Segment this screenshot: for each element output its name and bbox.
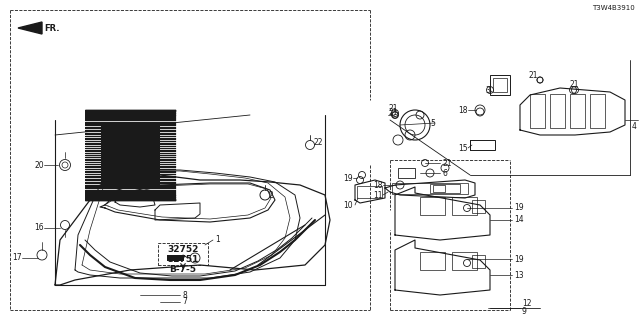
Polygon shape xyxy=(18,22,42,34)
Text: 21: 21 xyxy=(388,108,397,116)
Text: 19: 19 xyxy=(514,204,524,212)
Text: 2: 2 xyxy=(268,190,273,199)
Text: 1: 1 xyxy=(215,236,220,244)
Text: 16: 16 xyxy=(35,223,44,233)
Text: 5: 5 xyxy=(430,118,435,127)
Text: 15: 15 xyxy=(458,143,468,153)
Text: 21: 21 xyxy=(570,79,579,89)
Text: 13: 13 xyxy=(514,270,524,279)
Text: 17: 17 xyxy=(12,253,22,262)
Text: 21: 21 xyxy=(388,103,397,113)
Text: 19: 19 xyxy=(344,173,353,182)
Text: 10: 10 xyxy=(344,201,353,210)
Text: B-7-5: B-7-5 xyxy=(170,266,196,275)
Text: 32752: 32752 xyxy=(167,245,198,254)
Text: T3W4B3910: T3W4B3910 xyxy=(592,5,635,11)
Text: 21: 21 xyxy=(442,158,451,167)
Text: 18: 18 xyxy=(374,180,383,189)
Text: 32751: 32751 xyxy=(167,255,198,265)
Text: 19: 19 xyxy=(514,254,524,263)
Text: FR.: FR. xyxy=(44,23,60,33)
Text: 12: 12 xyxy=(522,300,531,308)
Text: 3: 3 xyxy=(485,85,490,94)
Text: 7: 7 xyxy=(182,298,187,307)
Text: 18: 18 xyxy=(458,106,468,115)
Bar xyxy=(158,243,208,265)
Text: 22: 22 xyxy=(313,138,323,147)
Text: 21: 21 xyxy=(529,70,538,79)
Text: 20: 20 xyxy=(35,161,44,170)
Text: 11: 11 xyxy=(374,190,383,199)
Text: 14: 14 xyxy=(514,215,524,225)
Text: 9: 9 xyxy=(522,308,527,316)
Text: 8: 8 xyxy=(182,291,187,300)
Text: 4: 4 xyxy=(632,122,637,131)
Text: 6: 6 xyxy=(442,169,447,178)
